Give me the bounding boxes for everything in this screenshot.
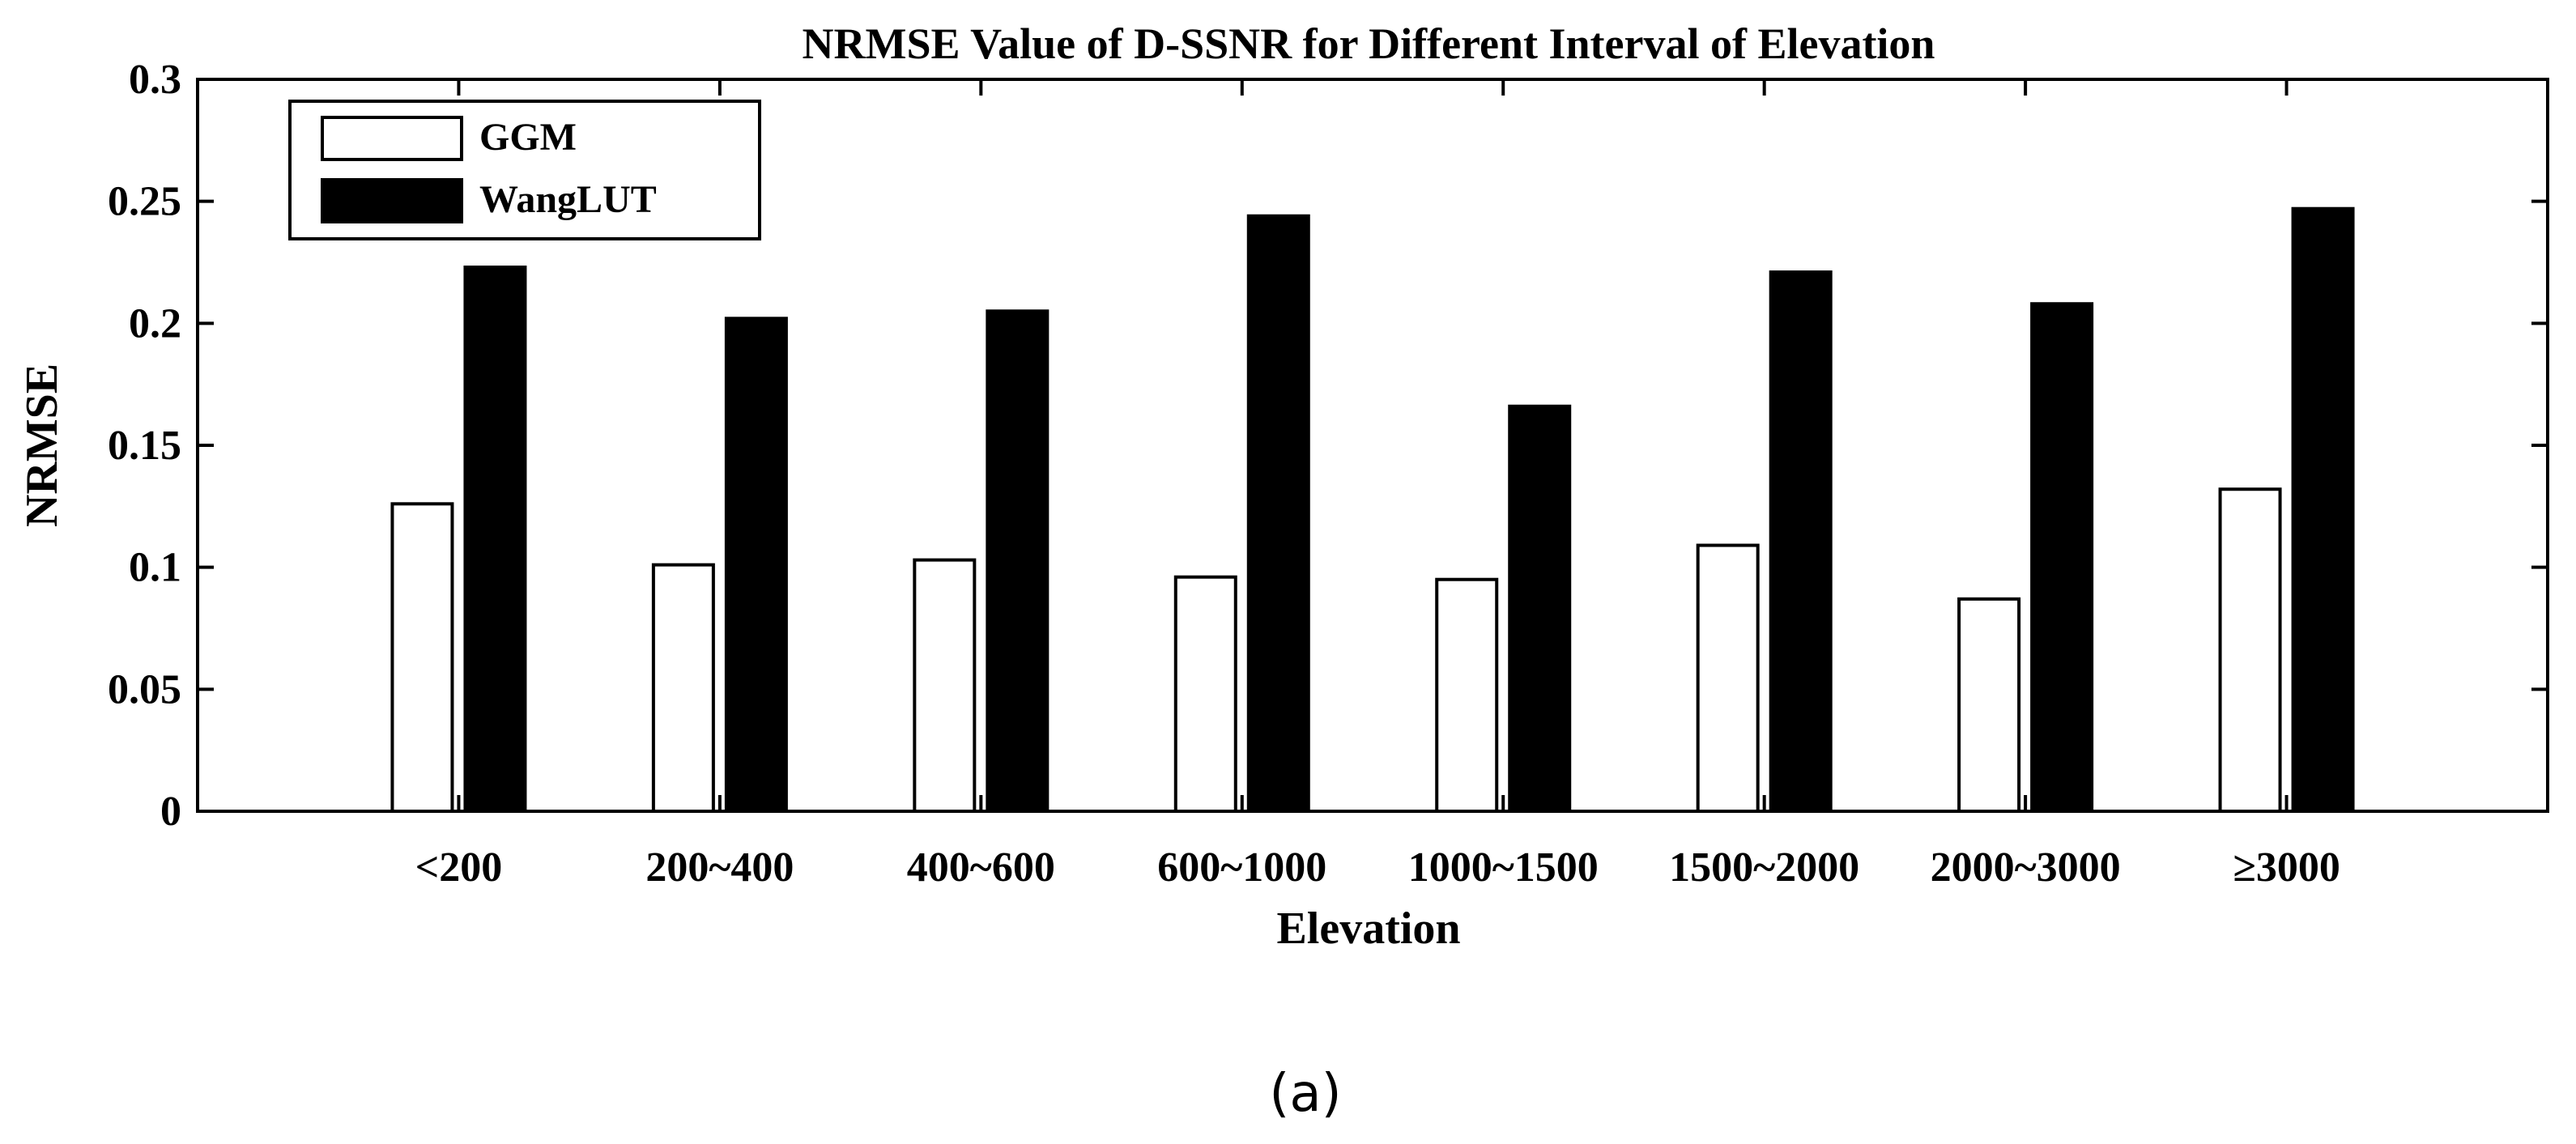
figure-caption: (a) (1269, 1064, 1341, 1124)
y-tick-label: 0.25 (108, 179, 181, 225)
x-tick-label: 1500~2000 (1669, 844, 1859, 891)
bar-ggm (2218, 487, 2282, 813)
bar-series (390, 206, 2355, 814)
bar-ggm (1957, 597, 2021, 814)
bar-ggm (390, 502, 454, 813)
x-tick-label: ≥3000 (2233, 844, 2340, 891)
bar-wanglut (1769, 270, 1833, 813)
y-axis-label: NRMSE (17, 364, 67, 527)
legend-label-wanglut: WangLUT (479, 178, 657, 221)
bar-wanglut (2291, 206, 2355, 813)
y-axis: 0 0.05 0.1 0.15 0.2 0.25 0.3 (108, 57, 2548, 835)
legend-label-ggm: GGM (479, 116, 577, 159)
x-tick-label: 2000~3000 (1931, 844, 2121, 891)
bar-wanglut (463, 266, 527, 813)
x-tick-label: 400~600 (907, 844, 1055, 891)
x-tick-label: <200 (415, 844, 503, 891)
bar-ggm (913, 558, 977, 813)
y-tick-label: 0 (160, 789, 181, 835)
bar-ggm (1696, 543, 1760, 814)
legend-swatch-wanglut (321, 178, 463, 223)
y-tick-label: 0.3 (129, 57, 181, 103)
bar-wanglut (1246, 214, 1310, 814)
bar-wanglut (724, 317, 788, 814)
bar-ggm (1173, 575, 1237, 813)
x-axis-label: Elevation (1276, 904, 1460, 954)
x-tick-label: 1000~1500 (1408, 844, 1599, 891)
chart-title: NRMSE Value of D-SSNR for Different Inte… (803, 19, 1935, 68)
x-tick-label: 600~1000 (1157, 844, 1326, 891)
bar-wanglut (986, 309, 1050, 813)
bar-ggm (1435, 577, 1499, 813)
y-tick-label: 0.1 (129, 545, 181, 591)
legend-swatch-ggm (321, 116, 463, 161)
x-tick-label: 200~400 (645, 844, 794, 891)
y-tick-label: 0.05 (108, 666, 181, 712)
y-tick-label: 0.2 (129, 300, 181, 347)
bar-ggm (651, 563, 715, 813)
bar-wanglut (1508, 404, 1572, 813)
y-tick-label: 0.15 (108, 423, 181, 469)
bar-wanglut (2030, 302, 2094, 813)
legend: GGM WangLUT (288, 100, 761, 240)
x-axis: <200 200~400 400~600 600~1000 1000~1500 1500~… (415, 79, 2340, 891)
